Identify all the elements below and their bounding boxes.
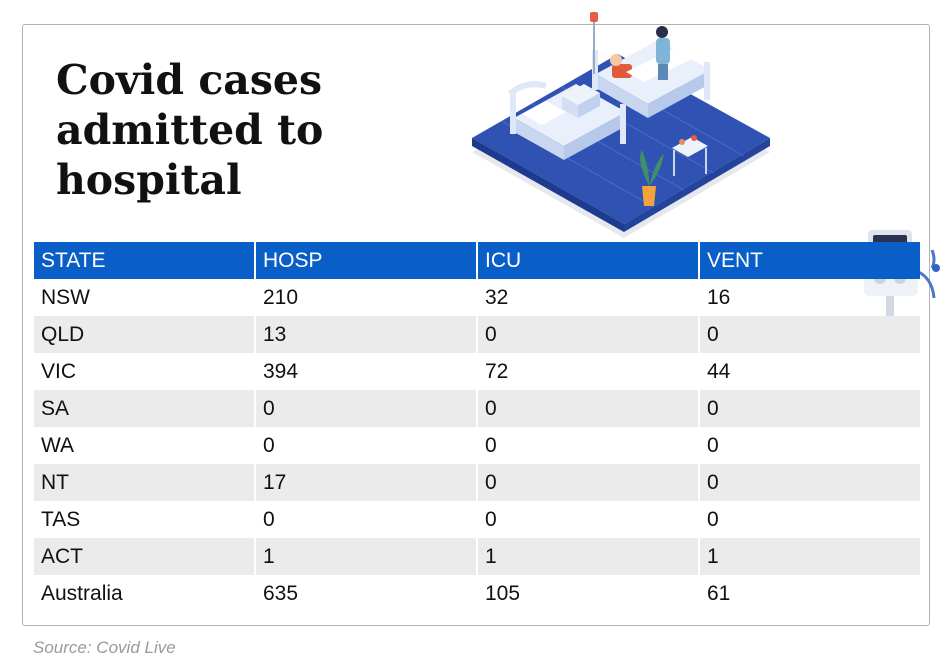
hosp-cell: 635 xyxy=(263,581,299,605)
vent-cell: 0 xyxy=(700,390,920,427)
icu-cell: 1 xyxy=(478,538,698,575)
state-cell: NSW xyxy=(41,285,90,309)
vent-cell: 0 xyxy=(707,507,719,531)
hosp-cell: 0 xyxy=(263,507,275,531)
table-row: ACT 1 1 1 xyxy=(34,538,920,575)
icu-cell: 105 xyxy=(485,581,521,605)
table-row: NT 17 0 0 xyxy=(34,464,920,501)
vent-cell: 0 xyxy=(700,316,920,353)
col-header-icu: ICU xyxy=(478,242,698,279)
icu-cell: 0 xyxy=(478,316,698,353)
icu-cell: 0 xyxy=(485,433,497,457)
state-cell: SA xyxy=(34,390,254,427)
hospital-ward-illustration xyxy=(472,12,770,238)
vent-cell: 1 xyxy=(700,538,920,575)
source-note: Source: Covid Live xyxy=(33,638,176,657)
table-row: SA 0 0 0 xyxy=(34,390,920,427)
state-cell: ACT xyxy=(34,538,254,575)
state-cell: QLD xyxy=(34,316,254,353)
vent-cell: 61 xyxy=(707,581,731,605)
hosp-cell: 0 xyxy=(263,433,275,457)
icu-cell: 0 xyxy=(478,390,698,427)
state-cell: VIC xyxy=(41,359,77,383)
table-row-total: Australia 635 105 61 xyxy=(34,575,920,612)
page-title: Covid cases admitted to hospital xyxy=(56,56,324,204)
hosp-cell: 1 xyxy=(256,538,476,575)
state-cell: Australia xyxy=(41,581,123,605)
icu-cell: 72 xyxy=(485,359,509,383)
vent-cell: 0 xyxy=(700,464,920,501)
icu-cell: 0 xyxy=(485,507,497,531)
state-cell: NT xyxy=(34,464,254,501)
vent-cell: 44 xyxy=(707,359,731,383)
icu-cell: 0 xyxy=(478,464,698,501)
col-header-state: STATE xyxy=(34,242,254,279)
col-header-hosp: HOSP xyxy=(256,242,476,279)
hosp-cell: 0 xyxy=(256,390,476,427)
state-cell: TAS xyxy=(41,507,81,531)
table-row: WA 0 0 0 xyxy=(34,427,920,464)
table-row: TAS 0 0 0 xyxy=(34,501,920,538)
vent-cell: 0 xyxy=(707,433,719,457)
hosp-cell: 394 xyxy=(263,359,299,383)
table-row: NSW 210 32 16 xyxy=(34,279,920,316)
table-row: QLD 13 0 0 xyxy=(34,316,920,353)
hospital-admissions-table: STATE HOSP ICU VENT NSW 210 32 16 QLD 13… xyxy=(32,242,922,612)
col-header-vent: VENT xyxy=(700,242,920,279)
vent-cell: 16 xyxy=(707,285,731,309)
hosp-cell: 13 xyxy=(256,316,476,353)
hosp-cell: 210 xyxy=(263,285,299,309)
hosp-cell: 17 xyxy=(256,464,476,501)
icu-cell: 32 xyxy=(485,285,509,309)
table-row: VIC 394 72 44 xyxy=(34,353,920,390)
state-cell: WA xyxy=(41,433,75,457)
table-header-row: STATE HOSP ICU VENT xyxy=(34,242,920,279)
